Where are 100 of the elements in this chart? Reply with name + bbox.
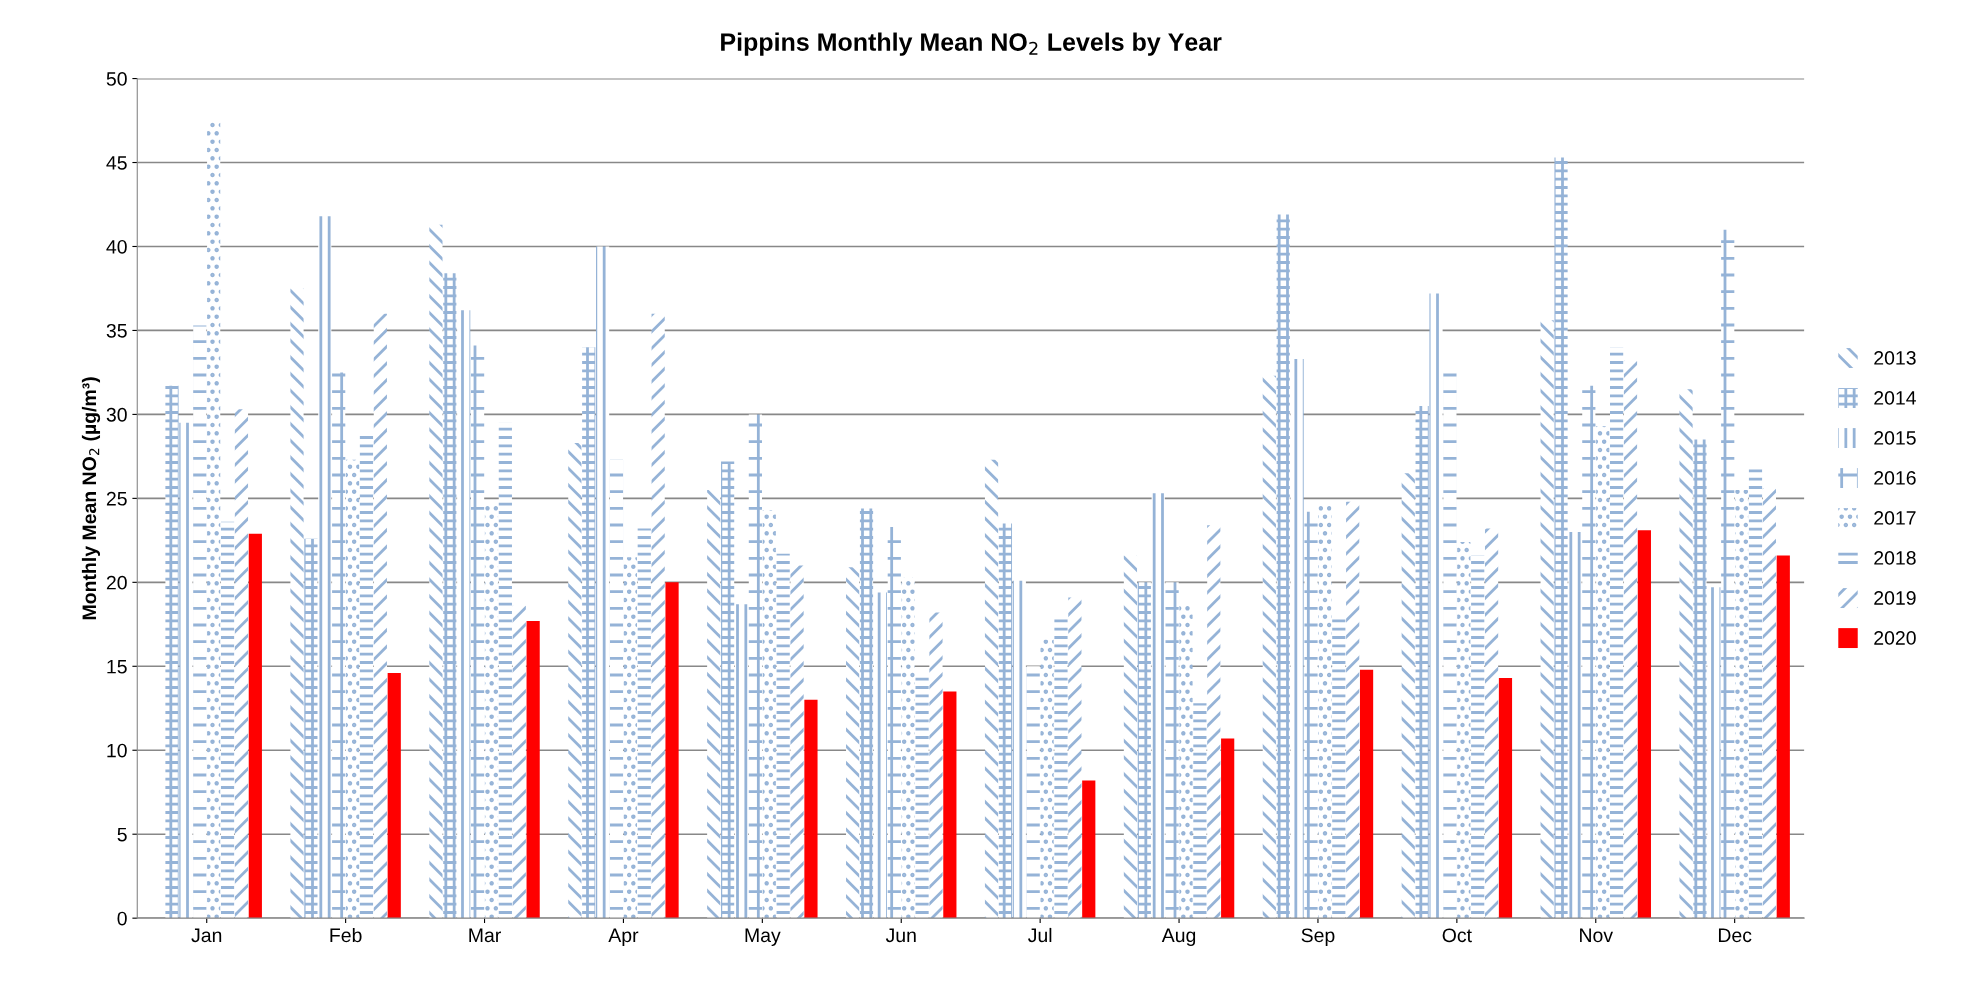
bar [1359,669,1374,919]
bar [1498,678,1513,919]
bar [1012,580,1026,919]
bar [484,505,499,919]
bar [290,288,304,919]
y-tick-label: 35 [106,323,127,338]
bar [1693,439,1707,919]
x-tick-label: Nov [1580,928,1613,943]
bar [887,526,901,919]
bar [512,605,526,919]
x-tick-label: Dec [1718,928,1752,943]
bar [207,122,221,919]
bar [1040,639,1054,919]
bar [790,565,804,919]
bar [582,347,596,919]
legend-label: 2015 [1874,431,1916,445]
bar [1679,389,1693,919]
y-tick-label: 25 [106,491,127,506]
y-tick-label: 0 [117,911,127,926]
bar [1596,426,1610,919]
bar [762,510,776,919]
bar [929,612,943,919]
y-tick-label: 10 [107,743,127,758]
bar [1623,360,1638,919]
y-tick-label: 40 [106,239,127,254]
bar [387,673,401,919]
bar [804,699,818,919]
x-tick-label: Jul [1028,927,1052,943]
x-tick-label: Apr [608,928,639,947]
x-tick-label: Jan [191,928,222,943]
bar [234,409,249,919]
bar [1610,347,1624,919]
bar [1304,511,1318,919]
bar [1165,582,1179,919]
bar [470,345,485,919]
bar [1707,587,1721,919]
bar [665,582,679,919]
bar [332,372,346,919]
bar [901,577,915,919]
bar [1346,501,1360,919]
bar [748,414,762,919]
bar [651,313,665,919]
bar [1540,320,1554,919]
bar [1762,488,1776,919]
bar [429,224,443,919]
bar [1262,375,1276,919]
bar [1721,229,1735,919]
x-tick-label: Jun [885,928,916,943]
legend-label: 2013 [1874,351,1916,365]
bar [304,538,318,919]
bar [373,313,387,919]
bar [637,528,651,919]
bar [1735,489,1749,919]
bar [165,385,179,919]
y-tick-label: 20 [106,575,127,590]
y-tick-label: 15 [107,659,127,674]
chart-title: Pippins Monthly Mean NO$_{2}$ Levels by Year [721,32,1222,56]
bar [943,691,957,919]
bar [776,553,790,919]
bar [721,461,735,919]
bar [1568,531,1582,919]
y-tick-label: 30 [106,407,127,422]
bar [1123,555,1138,919]
bar [345,459,360,919]
bar [707,489,721,919]
bar [1151,493,1165,919]
y-tick-label: 45 [106,156,127,170]
bar [1415,406,1429,919]
bar [873,592,888,919]
x-tick-label: Oct [1442,928,1472,943]
bar [248,533,262,919]
bar [1637,530,1651,919]
bar [734,604,749,919]
bar [220,521,235,919]
bar [1207,525,1221,919]
legend-label: 2017 [1874,511,1916,525]
legend-label: 2016 [1874,471,1916,485]
bar [1290,358,1304,919]
x-tick-label: Feb [330,927,362,943]
bar [457,310,471,919]
legend-label: 2019 [1874,591,1916,605]
bar [1429,293,1443,919]
bar [1179,604,1193,919]
bar [193,325,207,919]
bar [1026,666,1040,919]
y-tick-label: 50 [106,72,127,86]
bar [498,422,512,919]
bar [1457,542,1471,919]
y-axis-title: Monthly Mean NO$_{2}$ (µg/m³) [81,377,101,620]
bar [1332,617,1346,919]
x-tick-label: Sep [1301,928,1335,947]
bar [1193,703,1207,919]
x-tick-label: Aug [1161,928,1196,947]
bar [596,246,610,919]
bar [1554,157,1568,919]
bar [1484,528,1499,919]
bar [998,523,1013,919]
x-tick-label: May [745,928,781,947]
bar [443,273,457,919]
bar [179,422,193,919]
